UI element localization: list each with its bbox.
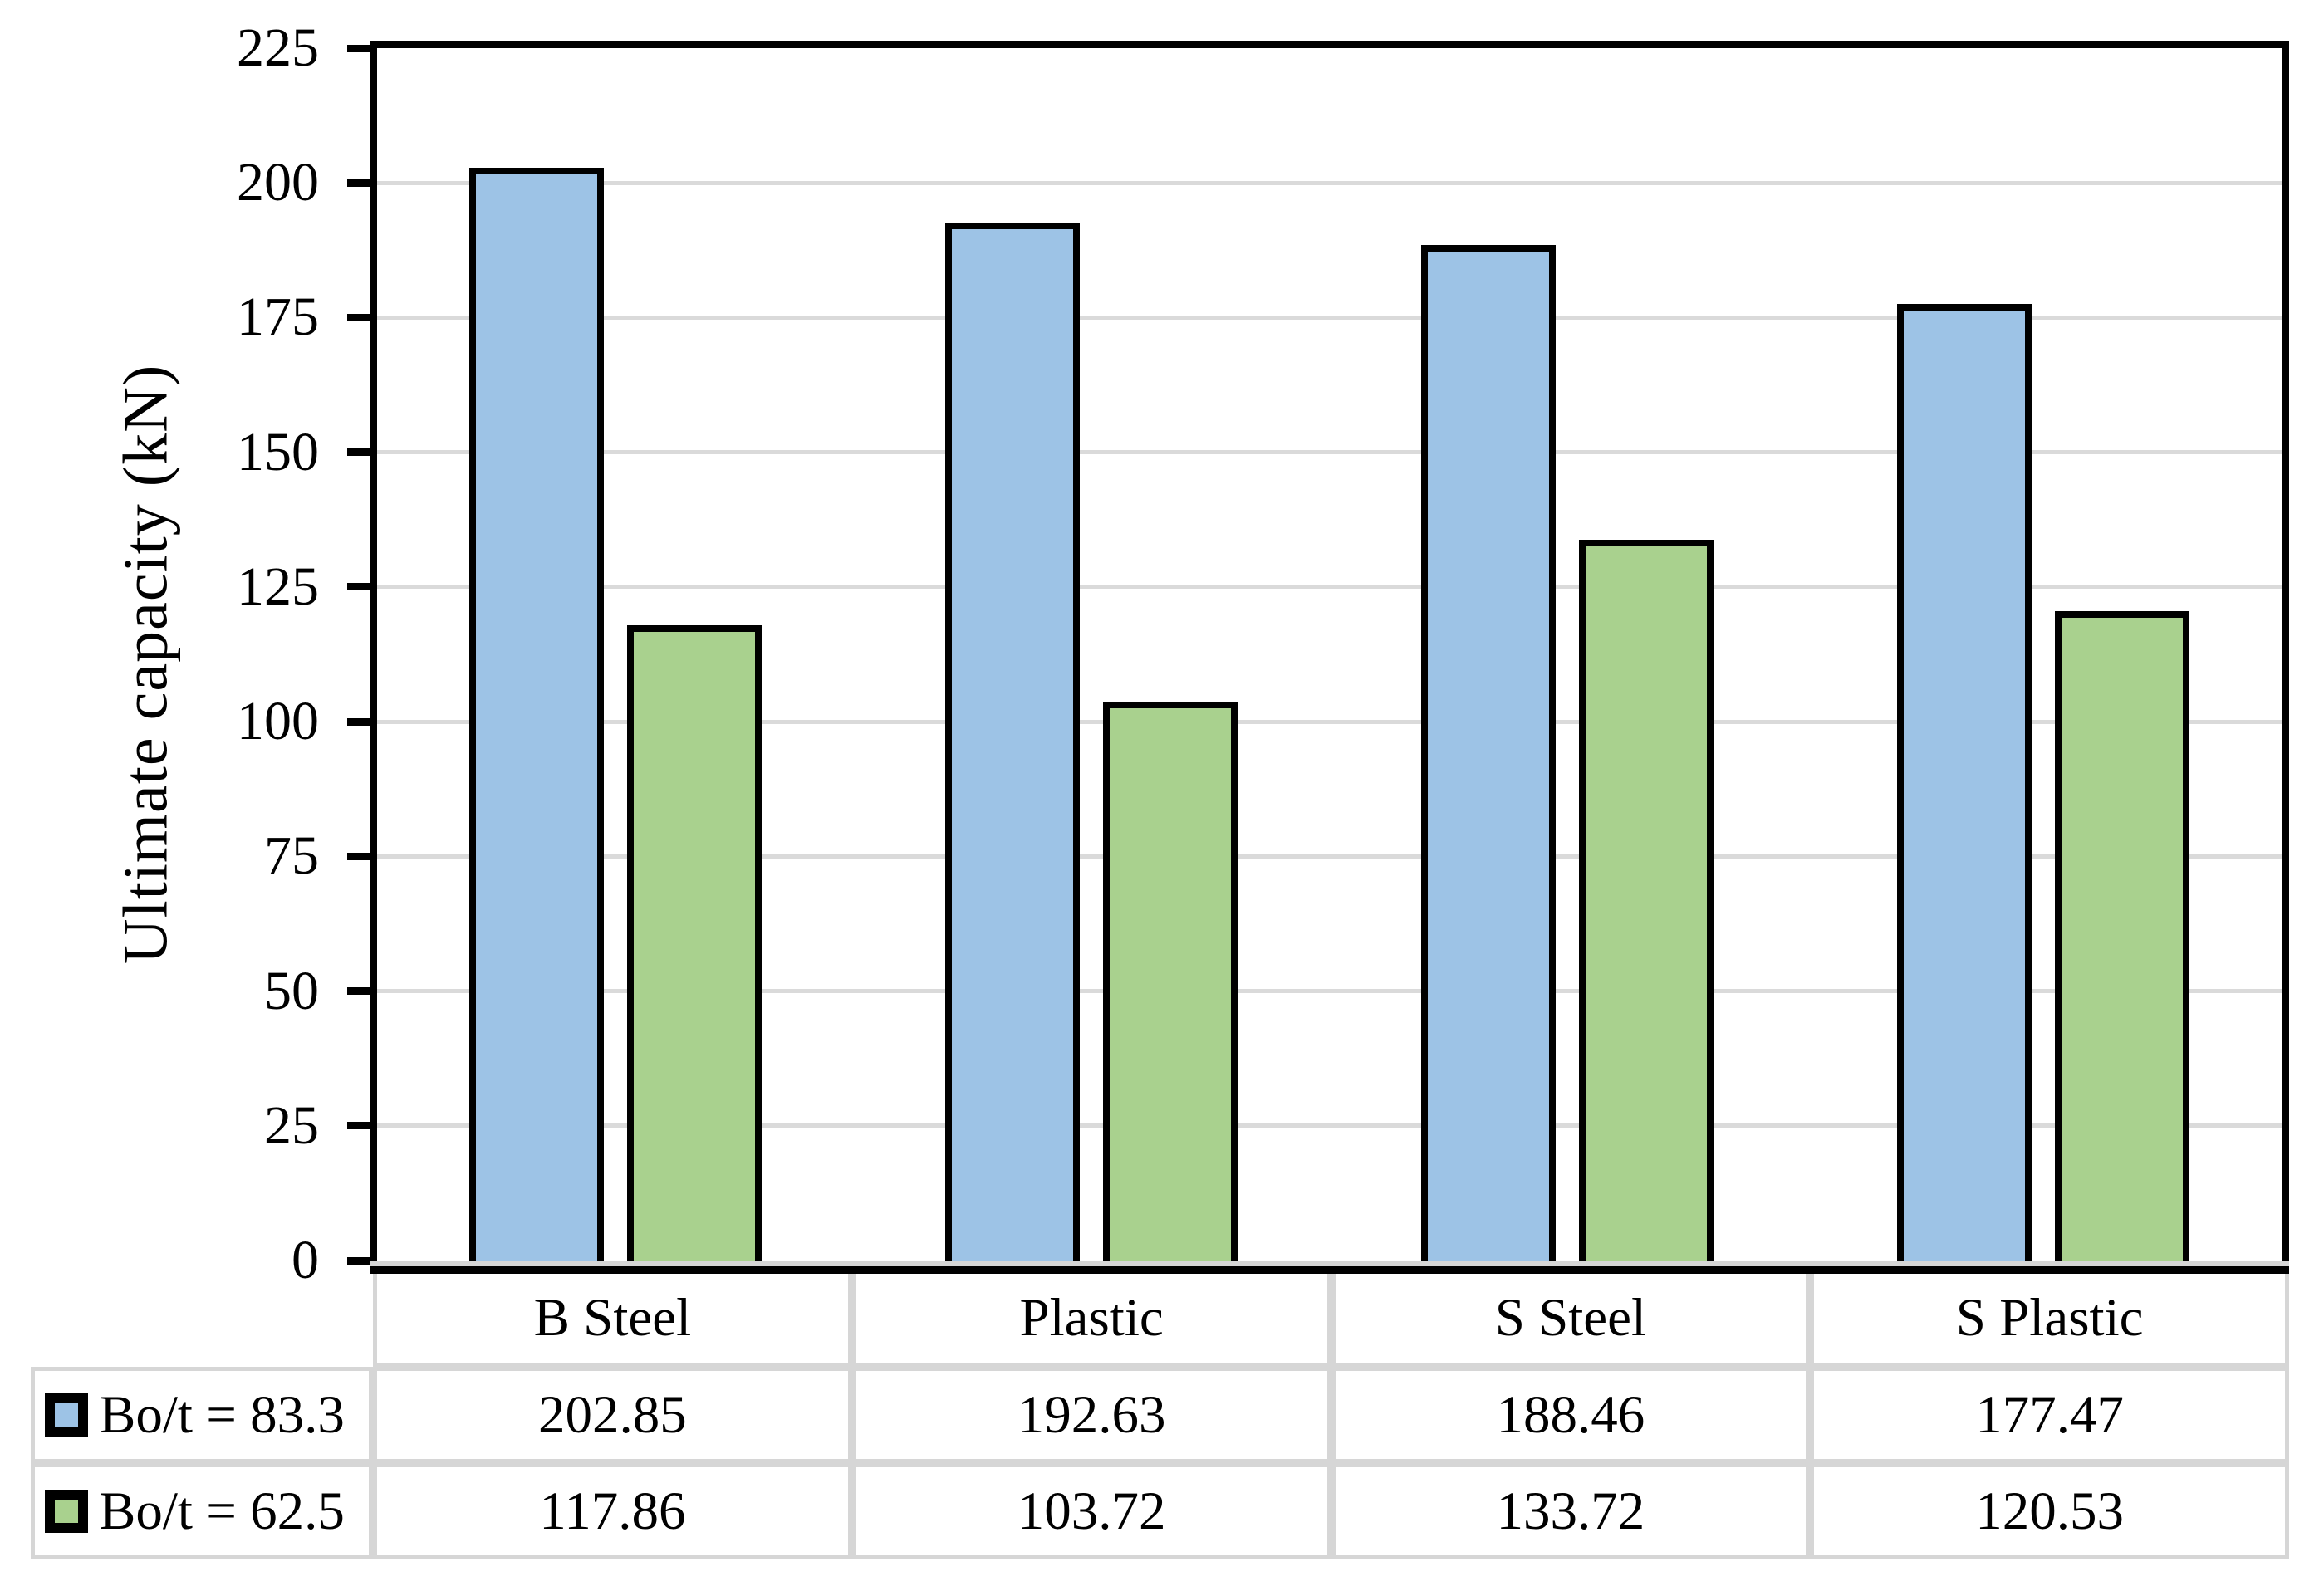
legend-label: Bo/t = 83.3 (100, 1384, 345, 1445)
y-tick-mark (347, 179, 370, 187)
gridline (377, 854, 2282, 859)
bar-plastic-series-0 (944, 223, 1080, 1261)
value-cell: 177.47 (1810, 1367, 2289, 1463)
value-cell: 202.85 (373, 1367, 852, 1463)
gridline (377, 180, 2282, 185)
gridline (377, 1123, 2282, 1128)
gridline (377, 315, 2282, 320)
legend-key-cell: Bo/t = 62.5 (31, 1463, 373, 1559)
gridline (377, 989, 2282, 994)
x-axis-line (370, 1266, 2289, 1274)
y-tick-label: 25 (264, 1094, 319, 1156)
bar-s-plastic-series-1 (2055, 610, 2190, 1261)
gridline (377, 585, 2282, 590)
y-axis-title: Ultimate capacity (kN) (110, 364, 181, 965)
data-table-legend: B Steel Plastic S Steel S Plastic Bo/t = 83.… (31, 1274, 2289, 1559)
bar-s-steel-series-0 (1421, 245, 1557, 1261)
category-header-cell: B Steel (373, 1274, 852, 1367)
value-cell: 188.46 (1331, 1367, 1811, 1463)
value-cell: 133.72 (1331, 1463, 1811, 1559)
category-header-cell: S Plastic (1810, 1274, 2289, 1367)
y-tick-label: 175 (237, 286, 319, 348)
y-tick-mark (347, 717, 370, 726)
value-cell: 117.86 (373, 1463, 852, 1559)
value-cell: 192.63 (851, 1367, 1331, 1463)
bar-s-plastic-series-0 (1897, 304, 2032, 1261)
bar-b-steel-series-1 (626, 625, 762, 1261)
gridline (377, 719, 2282, 724)
y-tick-label: 150 (237, 421, 319, 482)
legend-swatch-icon (45, 1490, 88, 1533)
y-tick-label: 50 (264, 960, 319, 1021)
value-cell: 103.72 (851, 1463, 1331, 1559)
y-tick-label: 0 (292, 1230, 319, 1290)
y-tick-label: 125 (237, 556, 319, 617)
x-axis-table-border (370, 1261, 2289, 1266)
corner-cell (31, 1274, 373, 1367)
bar-s-steel-series-1 (1579, 540, 1714, 1261)
category-header-cell: S Steel (1331, 1274, 1811, 1367)
y-tick-mark (347, 313, 370, 321)
plot-area: 0 25 50 75 100 125 150 175 200 225 (237, 21, 2289, 1288)
y-tick-mark (347, 852, 370, 860)
legend-key-cell: Bo/t = 83.3 (31, 1367, 373, 1463)
y-tick-mark (347, 44, 370, 52)
y-tick-mark (347, 1122, 370, 1130)
y-tick-label: 225 (237, 17, 319, 78)
y-tick-mark (347, 448, 370, 457)
bar-b-steel-series-0 (468, 167, 604, 1261)
y-tick-label: 200 (237, 152, 319, 213)
legend-swatch-icon (45, 1393, 88, 1437)
bar-plastic-series-1 (1102, 701, 1238, 1261)
gridline (377, 450, 2282, 455)
y-tick-mark (347, 1256, 370, 1265)
y-tick-mark (347, 583, 370, 591)
y-tick-label: 100 (237, 691, 319, 752)
category-header-cell: Plastic (851, 1274, 1331, 1367)
value-cell: 120.53 (1810, 1463, 2289, 1559)
y-tick-label: 75 (264, 825, 319, 887)
y-tick-mark (347, 987, 370, 996)
legend-label: Bo/t = 62.5 (100, 1481, 345, 1541)
